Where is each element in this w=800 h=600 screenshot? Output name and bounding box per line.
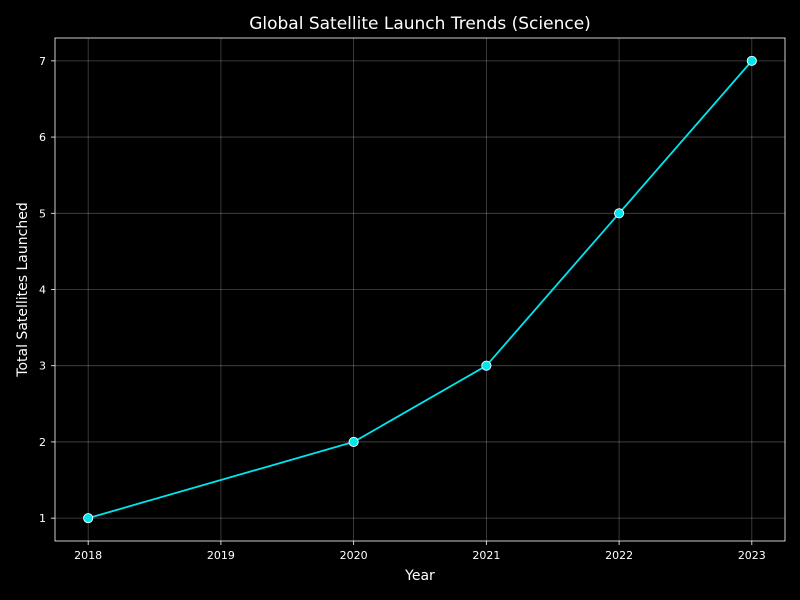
y-tick-label: 6 xyxy=(39,131,46,144)
x-axis-label: Year xyxy=(404,568,435,584)
y-axis-label: Total Satellites Launched xyxy=(15,202,31,377)
data-point xyxy=(348,436,359,447)
data-point xyxy=(83,513,94,524)
y-tick-label: 2 xyxy=(39,436,46,449)
x-tick-label: 2023 xyxy=(738,549,766,562)
chart-title: Global Satellite Launch Trends (Science) xyxy=(249,14,591,34)
plot-frame xyxy=(54,37,786,542)
y-tick-label: 1 xyxy=(39,512,46,525)
series-layer xyxy=(83,55,757,524)
x-tick-label: 2021 xyxy=(472,549,500,562)
y-tick-label: 3 xyxy=(39,360,46,373)
y-tick-label: 5 xyxy=(39,207,46,220)
x-tick-label: 2022 xyxy=(605,549,633,562)
data-point xyxy=(614,208,625,219)
data-point xyxy=(746,55,757,66)
x-tick-label: 2020 xyxy=(340,549,368,562)
axis-ticks: 2018 2019 2020 2021 2022 2023 1 2 3 4 5 6 7 xyxy=(39,55,766,562)
x-tick-label: 2019 xyxy=(207,549,235,562)
x-tick-label: 2018 xyxy=(74,549,102,562)
data-point xyxy=(481,360,492,371)
grid xyxy=(55,38,785,541)
y-tick-label: 4 xyxy=(39,284,46,297)
y-tick-label: 7 xyxy=(39,55,46,68)
